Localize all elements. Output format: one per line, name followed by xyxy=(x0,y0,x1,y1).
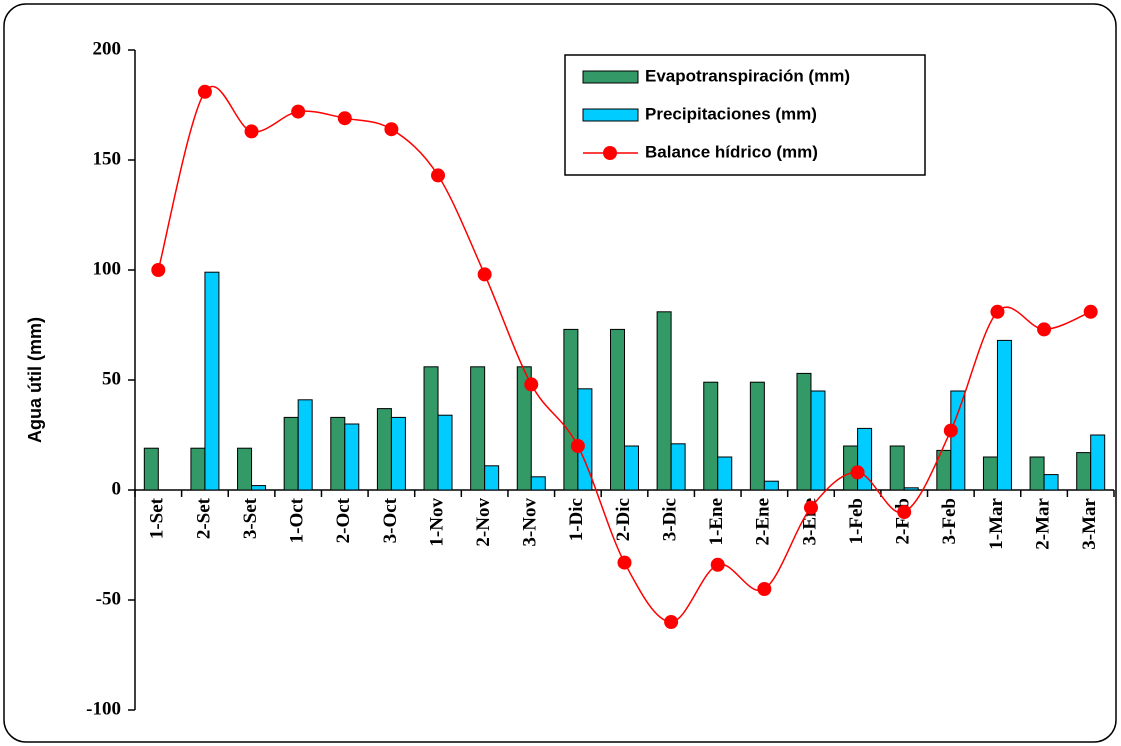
y-axis-label: Agua útil (mm) xyxy=(25,317,45,443)
line-marker xyxy=(570,439,585,453)
line-marker xyxy=(384,122,399,137)
bar xyxy=(563,328,579,491)
bar xyxy=(283,416,299,491)
x-tick-label: 2-Oct xyxy=(333,497,354,543)
bar xyxy=(390,416,406,491)
bar xyxy=(530,476,546,491)
y-tick-label: 50 xyxy=(102,368,121,389)
x-tick-label: 1-Feb xyxy=(846,498,867,544)
bar xyxy=(516,366,532,491)
line-marker xyxy=(803,500,818,515)
x-tick-label: 1-Oct xyxy=(287,497,308,543)
bar xyxy=(624,445,639,491)
line-marker xyxy=(664,615,679,629)
y-tick-label: 100 xyxy=(93,258,122,279)
x-tick-label: 2-Nov xyxy=(473,498,494,547)
line-marker xyxy=(617,555,632,570)
bar xyxy=(717,456,733,491)
x-tick-label: 3-Set xyxy=(240,497,261,539)
x-tick-label: 1-Nov xyxy=(426,498,447,547)
bar xyxy=(982,456,998,491)
bar xyxy=(484,465,500,491)
bar xyxy=(889,445,905,491)
line-marker xyxy=(897,505,912,519)
x-tick-label: 3-Feb xyxy=(939,498,960,544)
line-marker xyxy=(197,84,212,99)
line-marker xyxy=(524,377,539,392)
x-tick-label: 2-Mar xyxy=(1032,497,1053,549)
line-marker xyxy=(151,263,166,277)
bar xyxy=(950,390,966,491)
line-marker xyxy=(710,557,725,572)
y-tick-label: 0 xyxy=(112,478,122,499)
bar xyxy=(344,423,360,491)
bar xyxy=(670,443,686,491)
bar xyxy=(423,366,439,491)
legend-swatch xyxy=(582,70,639,84)
legend-swatch xyxy=(582,108,639,122)
bar xyxy=(330,416,346,491)
bar xyxy=(796,372,812,491)
line-marker xyxy=(477,267,492,282)
x-tick-label: 2-Ene xyxy=(753,498,774,546)
line-marker xyxy=(337,111,352,126)
line-marker xyxy=(431,168,446,183)
x-tick-label: 1-Ene xyxy=(706,498,727,546)
line-marker xyxy=(1083,304,1098,319)
x-tick-label: 2-Dic xyxy=(613,498,634,541)
bar xyxy=(656,311,672,491)
bar xyxy=(470,366,486,491)
x-tick-label: 2-Feb xyxy=(893,498,914,544)
line-marker xyxy=(244,124,259,139)
bar xyxy=(749,381,765,491)
bar xyxy=(763,480,779,491)
legend-label: Evapotranspiración (mm) xyxy=(645,66,850,85)
bar xyxy=(1029,456,1045,491)
x-tick-label: 3-Nov xyxy=(520,498,541,547)
y-tick-label: -100 xyxy=(86,698,121,719)
y-tick-label: 200 xyxy=(93,38,122,59)
x-tick-label: 3-Dic xyxy=(659,498,680,541)
line-marker xyxy=(943,423,958,438)
bar xyxy=(143,447,159,491)
bar xyxy=(1076,452,1092,491)
x-tick-label: 1-Dic xyxy=(566,498,587,541)
chart-frame xyxy=(3,3,1117,743)
line-marker xyxy=(757,582,772,596)
line-marker xyxy=(850,465,865,480)
y-tick-label: 150 xyxy=(93,148,122,169)
legend-label: Balance hídrico (mm) xyxy=(645,142,818,161)
line-marker xyxy=(990,304,1005,319)
bar xyxy=(903,487,919,491)
bar xyxy=(1043,474,1059,491)
x-tick-label: 3-Mar xyxy=(1079,497,1100,549)
legend-label: Precipitaciones (mm) xyxy=(645,104,817,123)
x-tick-label: 1-Set xyxy=(147,497,168,539)
x-tick-label: 1-Mar xyxy=(986,497,1007,549)
legend-swatch xyxy=(603,146,617,160)
bar xyxy=(703,381,719,491)
y-tick-label: -50 xyxy=(96,588,121,609)
bar xyxy=(204,271,220,491)
bar xyxy=(251,485,267,491)
bar xyxy=(190,447,206,491)
bar xyxy=(996,339,1012,491)
x-tick-label: 3-Oct xyxy=(380,497,401,543)
line-marker xyxy=(1037,322,1052,337)
line-marker xyxy=(291,104,306,119)
bar xyxy=(297,399,313,491)
bar xyxy=(237,447,253,491)
bar xyxy=(610,328,625,491)
bar xyxy=(1090,434,1106,491)
bar xyxy=(810,390,826,491)
x-tick-label: 2-Set xyxy=(193,497,214,539)
bar xyxy=(437,414,453,491)
bar xyxy=(376,408,392,491)
